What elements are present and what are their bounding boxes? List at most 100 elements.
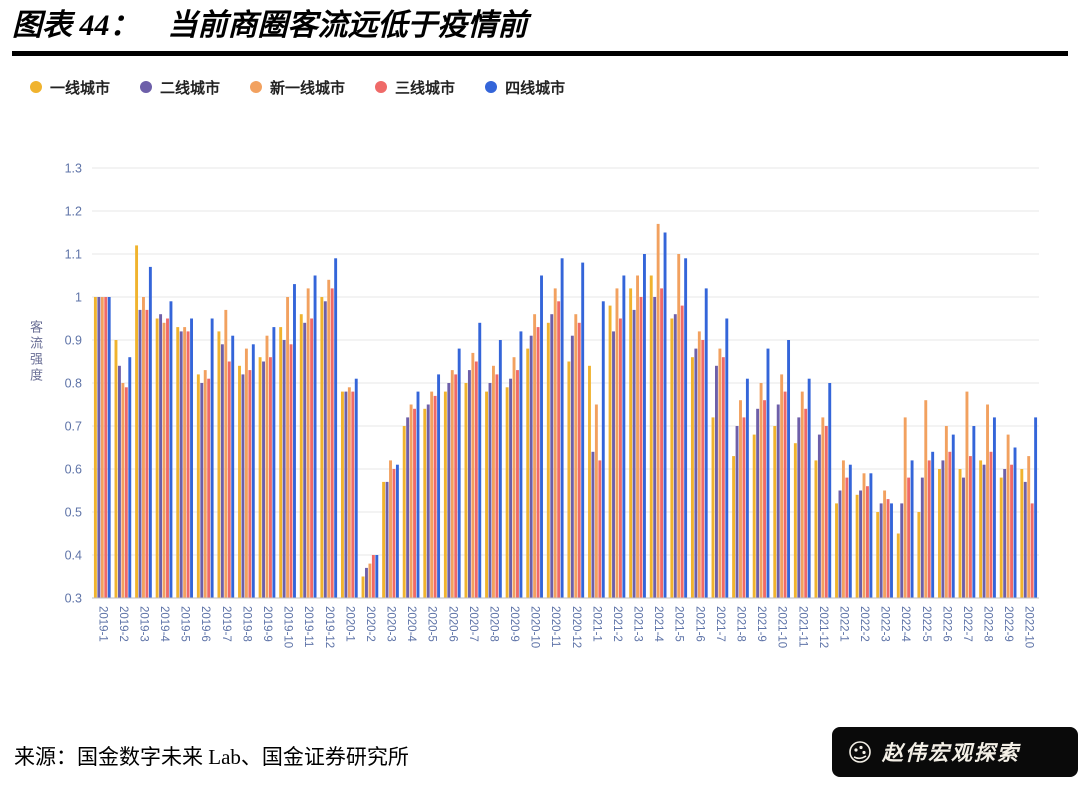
bar: [574, 314, 578, 598]
x-tick-label: 2021-9: [755, 606, 767, 642]
bar: [1023, 481, 1027, 598]
bar: [780, 374, 784, 598]
bar: [972, 426, 976, 598]
bar: [924, 400, 928, 598]
chart-legend: 一线城市 二线城市 新一线城市 三线城市 四线城市: [30, 76, 1080, 98]
bar: [385, 481, 389, 598]
x-tick-label: 2019-9: [261, 606, 273, 642]
bar: [474, 361, 478, 598]
bar: [464, 383, 468, 598]
x-tick-label: 2022-7: [961, 606, 973, 642]
legend-item: 三线城市: [375, 77, 455, 98]
bar: [721, 357, 725, 598]
bar: [941, 460, 945, 598]
x-tick-label: 2021-6: [693, 606, 705, 642]
bar: [704, 288, 708, 598]
bar: [196, 374, 200, 598]
bar: [632, 309, 636, 598]
bar: [454, 374, 458, 598]
x-tick-label: 2022-2: [858, 606, 870, 642]
legend-swatch-icon: [140, 81, 153, 93]
x-tick-label: 2019-5: [179, 606, 191, 642]
x-tick-label: 2022-10: [1023, 606, 1035, 648]
bar: [258, 357, 262, 598]
bar: [739, 400, 742, 598]
bar: [690, 357, 694, 598]
bar: [282, 340, 286, 598]
bar: [450, 370, 454, 598]
y-tick-label: 0.5: [65, 506, 82, 520]
bar: [443, 391, 447, 598]
bar-series-2: [97, 297, 1027, 598]
bar: [347, 387, 351, 598]
legend-label: 新一线城市: [270, 79, 346, 97]
bar: [622, 275, 626, 598]
bar: [210, 318, 214, 598]
bar: [375, 555, 379, 598]
x-tick-label: 2019-3: [137, 606, 149, 642]
y-tick-label: 0.9: [65, 334, 82, 348]
bar: [183, 327, 187, 598]
bar: [293, 284, 296, 598]
bar: [588, 365, 591, 598]
bar: [238, 365, 241, 598]
bar: [896, 533, 900, 598]
x-tick-label: 2020-11: [549, 606, 561, 647]
bar: [608, 305, 612, 598]
bar: [828, 383, 832, 598]
bar: [859, 490, 863, 598]
x-tick-label: 2019-4: [158, 606, 170, 642]
bar: [735, 426, 739, 598]
bar: [656, 223, 660, 598]
x-tick-label: 2019-1: [96, 606, 108, 642]
x-tick-label: 2021-1: [590, 606, 602, 642]
x-tick-label: 2020-12: [570, 606, 582, 648]
source-note: 来源：国金数字未来 Lab、国金证券研究所: [14, 745, 409, 769]
bar: [540, 275, 543, 598]
bar: [286, 297, 290, 598]
x-tick-label: 2020-8: [487, 606, 499, 642]
x-tick-label: 2019-11: [302, 606, 314, 647]
bar: [649, 275, 653, 598]
x-tick-label: 2021-4: [652, 606, 664, 642]
bar: [903, 417, 907, 598]
bar: [663, 232, 667, 598]
bar: [643, 254, 646, 598]
bar: [944, 426, 948, 598]
bar: [766, 348, 770, 598]
figure-title: 当前商圈客流远低于疫情前: [167, 9, 528, 42]
x-tick-label: 2021-7: [714, 606, 726, 642]
bar: [546, 322, 550, 598]
bar: [732, 456, 736, 598]
bar: [426, 404, 430, 598]
bar: [697, 331, 701, 598]
bar: [334, 258, 338, 598]
bar: [478, 322, 482, 598]
bar: [437, 374, 441, 598]
bar: [361, 576, 365, 598]
bar: [866, 486, 869, 598]
bar: [591, 451, 595, 598]
bar: [155, 318, 159, 598]
x-tick-label: 2020-9: [508, 606, 520, 642]
bar: [224, 309, 228, 598]
bar: [516, 370, 519, 598]
bar: [248, 370, 252, 598]
bar: [1034, 417, 1038, 598]
bar: [512, 357, 516, 598]
bar: [406, 417, 410, 598]
legend-item: 一线城市: [30, 77, 110, 98]
bar: [340, 391, 344, 598]
bar: [951, 434, 955, 598]
bar: [979, 460, 983, 598]
bar: [313, 275, 317, 598]
bar: [677, 254, 681, 598]
x-tick-label: 2021-11: [796, 606, 808, 647]
bar: [927, 460, 931, 598]
x-tick-label: 2021-12: [817, 606, 829, 648]
bar: [931, 451, 935, 598]
bar: [982, 464, 986, 598]
bar: [797, 417, 801, 598]
bar: [320, 297, 324, 598]
